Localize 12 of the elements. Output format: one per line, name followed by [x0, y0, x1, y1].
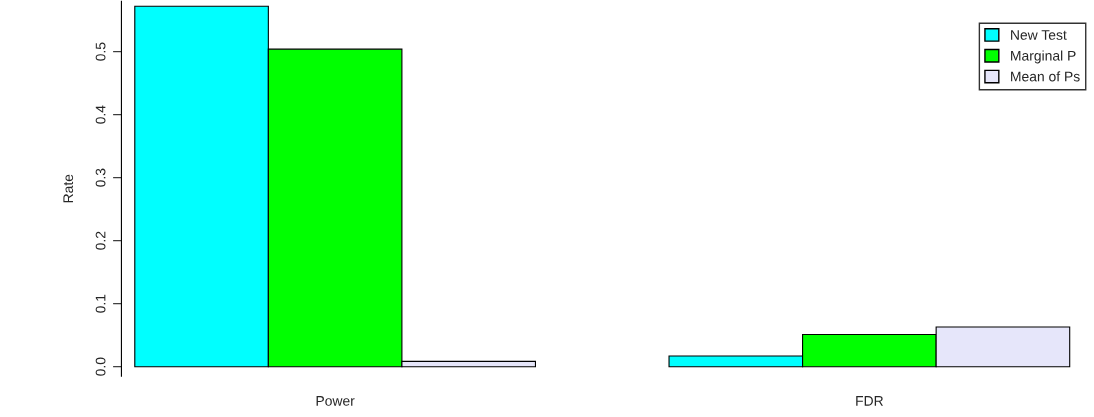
legend-label: New Test [1011, 30, 1067, 40]
y-tick-label: 0.3 [95, 168, 106, 187]
y-tick-label: 0.2 [95, 231, 106, 250]
y-tick-label: 0.4 [95, 105, 106, 124]
x-tick-label: FDR [856, 396, 883, 406]
y-tick-label: 0.1 [95, 294, 106, 313]
y-tick-label: 0.5 [95, 42, 106, 61]
y-axis-title: Rate [63, 174, 74, 203]
y-tick-label: 0.0 [95, 357, 106, 376]
legend-label: Marginal P [1011, 50, 1076, 64]
legend-label: Mean of Ps [1011, 71, 1080, 82]
x-tick-label: Power [316, 396, 355, 406]
